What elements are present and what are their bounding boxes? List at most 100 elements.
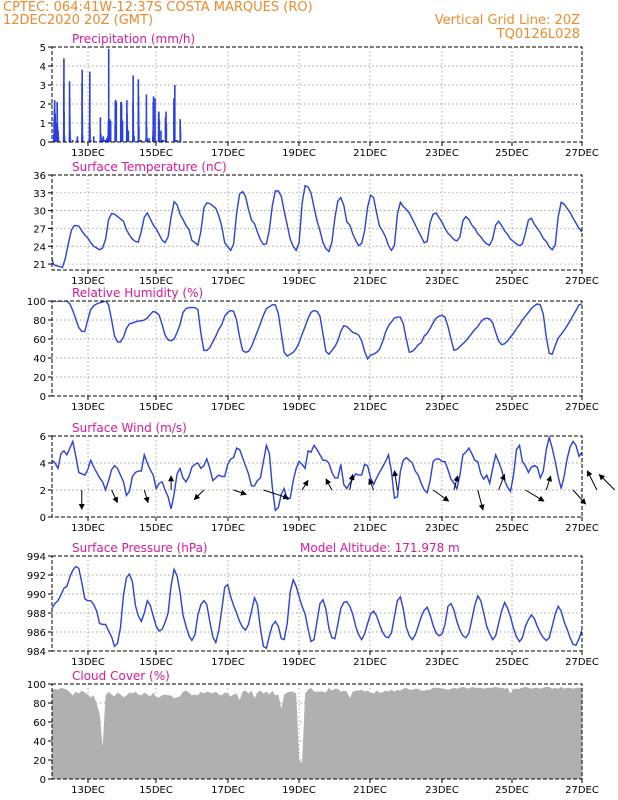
wind-vector-arrow <box>392 470 399 491</box>
x-tick-label: 23DEC <box>425 785 459 796</box>
precip-bar <box>145 94 148 142</box>
x-tick-label: 21DEC <box>353 402 387 413</box>
x-tick-label: 23DEC <box>425 402 459 413</box>
y-tick-label: 986 <box>27 628 46 639</box>
wind-vector-arrow <box>193 489 205 501</box>
precip-bar <box>127 130 130 142</box>
wind-vector-arrow <box>525 489 545 502</box>
precip-bar <box>162 140 165 142</box>
precip-bar <box>146 138 149 142</box>
x-tick-label: 13DEC <box>71 276 105 287</box>
wind-vector-arrow <box>301 479 309 491</box>
panel-6: 0 20 40 60 80 100 13DEC 15DEC 17DEC 19DEC 21DEC 23D… <box>27 669 599 796</box>
panel-frame <box>51 683 583 780</box>
y-tick-label: 100 <box>27 297 46 308</box>
x-tick-label: 19DEC <box>282 785 316 796</box>
y-tick-label: 992 <box>27 571 46 582</box>
cloud-cover-area <box>52 686 582 779</box>
x-tick-label: 17DEC <box>211 276 245 287</box>
precip-bar <box>140 140 143 142</box>
y-tick-label: 5 <box>40 43 46 54</box>
x-tick-label: 23DEC <box>425 276 459 287</box>
x-tick-label: 17DEC <box>211 523 245 534</box>
y-tick-label: 24 <box>33 242 46 253</box>
panel-title: Surface Temperature (nC) <box>72 160 227 174</box>
header-model-code: TQ0126L028 <box>496 27 580 42</box>
precip-bar <box>63 58 65 142</box>
precip-bar <box>161 140 163 142</box>
x-tick-label: 13DEC <box>71 402 105 413</box>
x-tick-label: 25DEC <box>495 148 529 159</box>
precip-bar <box>121 121 124 142</box>
x-tick-label: 25DEC <box>495 402 529 413</box>
y-tick-label: 1 <box>40 119 46 130</box>
precip-bar <box>158 121 161 142</box>
y-tick-label: 80 <box>33 316 46 327</box>
wind-vector-arrow <box>263 489 290 500</box>
x-tick-label: 21DEC <box>353 785 387 796</box>
panel-1: 0 1 2 3 4 5 13DEC 15DEC 17DEC 19DEC 21DEC 23DEC 25DE… <box>40 32 599 159</box>
y-tick-label: 0 <box>40 392 46 403</box>
precip-bar <box>132 75 134 142</box>
precip-bar <box>105 140 107 142</box>
y-tick-label: 4 <box>40 459 46 470</box>
x-tick-label: 13DEC <box>71 785 105 796</box>
x-tick-label: 25DEC <box>495 276 529 287</box>
panel-3: 0 20 40 60 80 100 13DEC 15DEC 17DEC 19DEC 21DEC 23D… <box>27 286 599 413</box>
y-tick-label: 60 <box>33 718 46 729</box>
x-tick-label: 25DEC <box>495 523 529 534</box>
y-tick-label: 36 <box>33 171 46 182</box>
header-datetime: 12DEC2020 20Z (GMT) <box>3 13 154 28</box>
x-tick-label: 15DEC <box>139 523 173 534</box>
y-tick-label: 33 <box>33 189 46 200</box>
y-tick-label: 2 <box>40 486 46 497</box>
precip-bar <box>176 140 179 142</box>
precip-bar <box>99 117 102 142</box>
precip-bar <box>63 111 65 142</box>
wind-vector-arrow <box>586 470 598 491</box>
panel-frame <box>51 435 583 518</box>
x-tick-label: 15DEC <box>139 657 173 668</box>
precip-bar <box>152 96 155 142</box>
wind-vector-arrow <box>325 478 333 491</box>
precip-bar <box>160 130 162 142</box>
y-tick-label: 4 <box>40 62 46 73</box>
precip-bar <box>54 113 57 142</box>
panel-title: Cloud Cover (%) <box>72 669 170 683</box>
header-location: CPTEC: 064:41W-12:37S COSTA MARQUES (RO) <box>3 0 313 15</box>
y-tick-label: 984 <box>27 647 46 658</box>
precip-bar <box>108 121 110 142</box>
precip-bar <box>179 130 182 142</box>
x-tick-label: 19DEC <box>282 523 316 534</box>
wind-vector-arrow <box>143 489 150 504</box>
y-tick-label: 80 <box>33 699 46 710</box>
x-tick-label: 25DEC <box>495 657 529 668</box>
panel-title: Surface Pressure (hPa) <box>72 541 208 555</box>
x-tick-label: 13DEC <box>71 148 105 159</box>
x-tick-label: 27DEC <box>565 523 599 534</box>
precip-bar <box>69 138 72 142</box>
panel-frame <box>51 46 583 143</box>
x-tick-label: 15DEC <box>139 402 173 413</box>
wind-vector-arrow <box>477 489 485 511</box>
y-tick-label: 0 <box>40 138 46 149</box>
x-tick-label: 13DEC <box>71 657 105 668</box>
panel-title: Precipitation (mm/h) <box>72 32 195 46</box>
x-tick-label: 19DEC <box>282 276 316 287</box>
header-grid-note: Vertical Grid Line: 20Z <box>434 13 580 28</box>
x-tick-label: 15DEC <box>139 276 173 287</box>
y-tick-label: 21 <box>33 260 46 271</box>
precip-bar <box>103 140 105 142</box>
precip-bar <box>175 140 177 142</box>
model-altitude-label: Model Altitude: 171.978 m <box>300 541 460 555</box>
precip-bar <box>100 140 103 142</box>
x-tick-label: 19DEC <box>282 402 316 413</box>
x-tick-label: 21DEC <box>353 523 387 534</box>
panel-title: Relative Humidity (%) <box>72 286 203 300</box>
x-tick-label: 19DEC <box>282 657 316 668</box>
precip-bar <box>132 113 135 142</box>
y-tick-label: 3 <box>40 81 46 92</box>
x-tick-label: 27DEC <box>565 402 599 413</box>
series-line <box>52 301 582 361</box>
